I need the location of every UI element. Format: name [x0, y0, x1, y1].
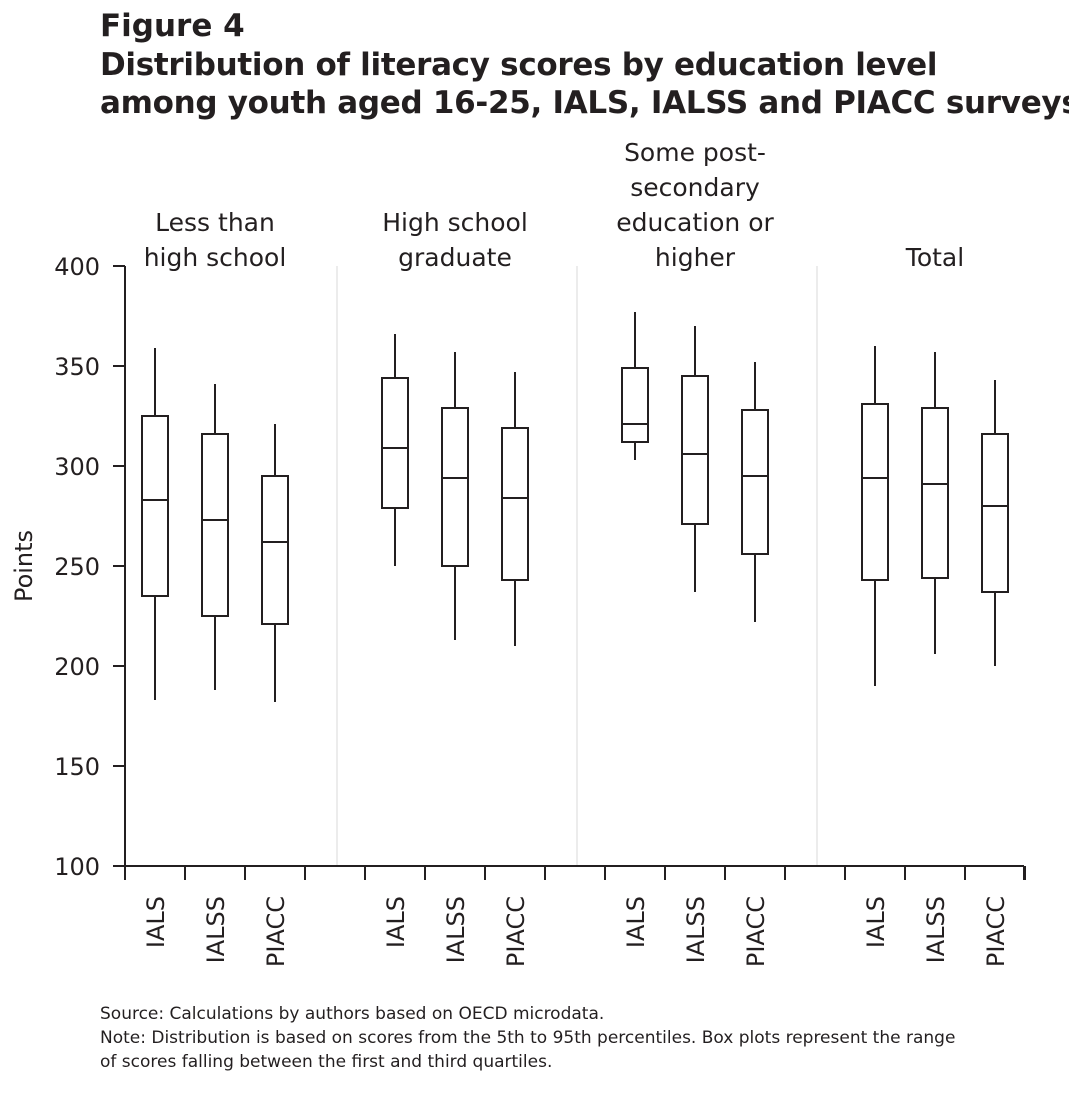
x-tick-label: IALS [862, 896, 890, 948]
box-iqr [261, 475, 289, 625]
chart-notes: Source: Calculations by authors based on… [100, 1002, 1040, 1074]
y-tick-label: 200 [54, 653, 100, 681]
group-label-line: graduate [398, 243, 512, 272]
box-iqr [741, 409, 769, 555]
figure-label: Figure 4 [100, 8, 245, 44]
group-label-line: Some post- [624, 138, 766, 167]
y-tick-label: 350 [54, 353, 100, 381]
x-tick-label: PIACC [982, 896, 1010, 967]
y-tick-label: 250 [54, 553, 100, 581]
x-tick-label: IALS [142, 896, 170, 948]
y-axis-title: Points [10, 530, 38, 602]
box-iqr [501, 427, 529, 581]
x-tick-label: PIACC [502, 896, 530, 967]
box-iqr [981, 433, 1009, 593]
x-tick-label: IALSS [442, 896, 470, 963]
x-tick-label: IALS [622, 896, 650, 948]
group-label-line: Total [905, 243, 964, 272]
group-label-line: Less than [155, 208, 275, 237]
x-tick-label: IALSS [202, 896, 230, 963]
note-line-1: Note: Distribution is based on scores fr… [100, 1028, 956, 1048]
group-label-line: higher [655, 243, 736, 272]
box-iqr [861, 403, 889, 581]
box-iqr [441, 407, 469, 567]
x-tick-label: IALS [382, 896, 410, 948]
box-iqr [921, 407, 949, 579]
group-label-line: secondary [630, 173, 760, 202]
note-line-2: of scores falling between the first and … [100, 1052, 553, 1072]
chart-title-line-2: among youth aged 16-25, IALS, IALSS and … [100, 85, 1069, 121]
source-note: Source: Calculations by authors based on… [100, 1004, 605, 1024]
x-tick-label: IALSS [922, 896, 950, 963]
group-label-line: education or [616, 208, 774, 237]
box-iqr [141, 415, 169, 597]
box-iqr [201, 433, 229, 617]
x-tick-label: PIACC [262, 896, 290, 967]
x-tick-label: PIACC [742, 896, 770, 967]
chart-title-line-1: Distribution of literacy scores by educa… [100, 47, 938, 83]
group-label-line: High school [382, 208, 528, 237]
group-label-line: high school [144, 243, 287, 272]
box-iqr [621, 367, 649, 443]
box-iqr [381, 377, 409, 509]
y-tick-label: 300 [54, 453, 100, 481]
y-tick-label: 400 [54, 253, 100, 281]
box-iqr [681, 375, 709, 525]
y-tick-label: 100 [54, 853, 100, 881]
box-plot-chart: 100 150 200 250 300 350 400 Points IALS IALSS PIAC… [10, 138, 1026, 967]
y-tick-label: 150 [54, 753, 100, 781]
x-tick-label: IALSS [682, 896, 710, 963]
